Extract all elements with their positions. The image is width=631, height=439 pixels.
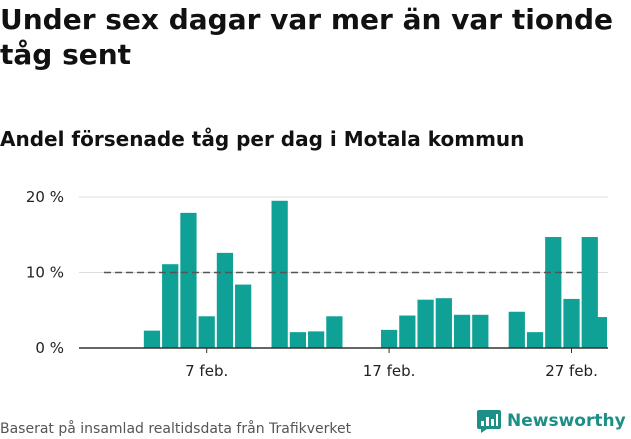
brand: Newsworthy xyxy=(476,408,626,434)
bar xyxy=(271,200,288,348)
x-tick-label: 7 feb. xyxy=(185,362,228,380)
newsworthy-logo-icon xyxy=(477,410,501,433)
bar xyxy=(453,314,471,348)
bar xyxy=(289,332,307,348)
x-tick-label: 27 feb. xyxy=(545,362,598,380)
bar xyxy=(545,237,562,348)
bar xyxy=(435,298,452,348)
bar xyxy=(180,212,197,348)
brand-name: Newsworthy xyxy=(507,411,626,431)
bar xyxy=(162,264,179,348)
axis-layer: 0 % 10 % 20 % 7 feb. 17 feb. 27 feb. xyxy=(26,188,608,380)
bar xyxy=(399,315,416,348)
chart-headline: Under sex dagar var mer än var tionde tå… xyxy=(0,3,614,71)
x-tick-label: 17 feb. xyxy=(363,362,416,380)
bar xyxy=(590,317,607,348)
bar-chart: 0 % 10 % 20 % 7 feb. 17 feb. 27 feb. xyxy=(26,188,608,380)
y-tick-label: 10 % xyxy=(26,264,64,282)
chart-subtitle: Andel försenade tåg per dag i Motala kom… xyxy=(0,127,525,151)
bar xyxy=(472,314,489,348)
bar xyxy=(216,252,234,348)
bar xyxy=(563,298,580,348)
bar xyxy=(326,316,343,348)
bar-layer xyxy=(143,200,607,348)
bar xyxy=(308,331,325,348)
bar xyxy=(198,316,215,348)
bar xyxy=(380,329,398,348)
bar xyxy=(526,332,544,348)
grid-layer xyxy=(79,196,608,273)
bar xyxy=(417,299,434,348)
bar xyxy=(508,311,525,348)
bar xyxy=(143,330,161,348)
source-note: Baserat på insamlad realtidsdata från Tr… xyxy=(0,421,352,437)
bar xyxy=(235,284,252,348)
y-tick-label: 0 % xyxy=(35,339,64,357)
y-tick-label: 20 % xyxy=(26,188,64,206)
